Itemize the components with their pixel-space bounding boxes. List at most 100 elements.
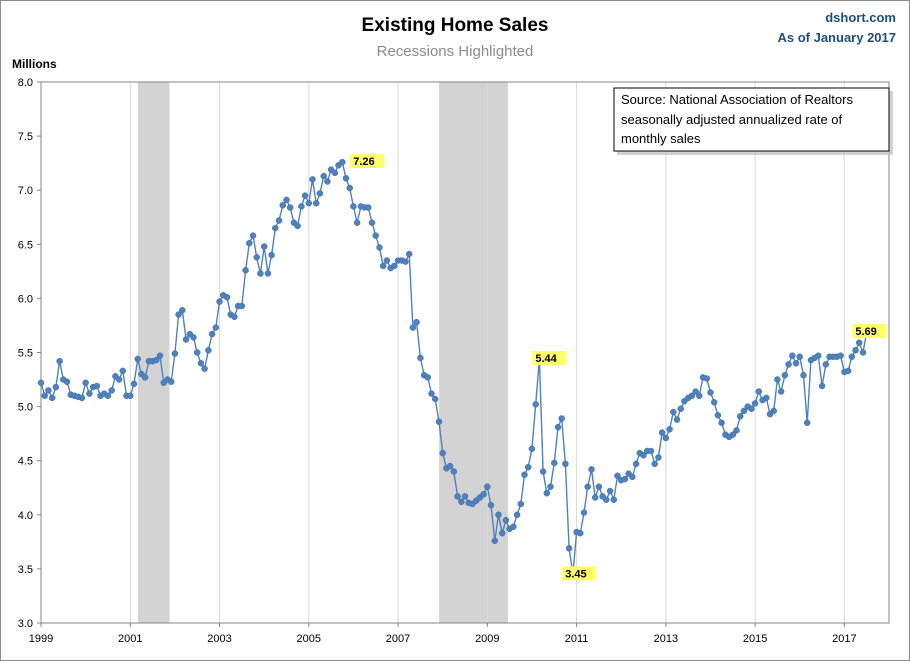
data-point [41,392,48,400]
data-point [614,472,621,480]
gridlines [129,82,845,623]
series-existing-home-sales [37,158,870,578]
data-point [837,352,844,359]
data-point [446,462,454,470]
data-point [223,294,231,301]
data-point [495,511,502,519]
data-point [153,356,160,364]
data-point [268,251,275,259]
data-point [413,318,420,326]
data-point [729,431,737,438]
data-point [208,330,216,338]
data-point [803,419,811,427]
source-line-3: monthly sales [621,131,701,146]
data-point [547,483,554,490]
data-point [562,460,569,468]
data-point [796,353,803,361]
data-point [484,483,491,490]
y-tick-label: 7.0 [18,185,33,197]
data-point [346,184,353,192]
data-point [115,376,123,383]
data-point [82,379,89,387]
data-point [108,387,115,394]
data-point [528,445,536,453]
data-point [372,232,379,239]
data-point [383,257,391,264]
data-point [848,353,856,361]
data-point [498,529,506,537]
data-point [260,243,268,250]
y-axis-label: Millions [12,57,57,71]
data-point [655,454,662,461]
chart-title: Existing Home Sales [362,15,549,36]
data-point [305,199,313,207]
data-point [201,365,208,372]
data-point [275,217,283,224]
data-point [78,394,86,402]
y-axis: 3.0 3.5 4.0 4.5 5.0 5.5 6.0 6.5 7.0 7.5 8.0 [18,77,41,630]
data-point [45,387,52,394]
data-point [800,371,807,379]
data-point [755,388,763,395]
data-point [37,379,45,387]
data-point [405,250,413,258]
x-tick-label: 2003 [207,633,231,645]
data-point [577,529,584,537]
data-point [551,459,558,467]
data-point [127,392,134,400]
data-point [662,434,670,442]
data-point [588,466,595,473]
data-point [190,334,197,341]
data-point [733,427,740,434]
data-point [718,419,725,427]
data-point [818,382,826,390]
data-point [855,339,863,347]
data-point [677,405,684,413]
data-point [777,388,785,395]
data-point [56,357,63,365]
data-point [595,483,603,490]
data-point [781,371,789,379]
data-point [379,262,387,270]
data-point [580,509,588,516]
data-point [692,388,699,395]
y-tick-label: 8.0 [18,77,33,89]
data-point [130,380,138,388]
data-point [391,262,398,270]
data-point [320,172,327,180]
x-tick-label: 2005 [297,633,321,645]
data-point [179,307,186,314]
data-point [673,416,681,423]
data-point [417,354,424,362]
data-point [736,413,744,420]
data-point [350,203,357,210]
data-point [424,374,432,381]
data-point [666,426,673,433]
data-point [785,361,792,368]
data-point [193,349,201,356]
data-point [740,407,748,415]
data-point [253,254,260,261]
data-point [696,392,703,400]
data-point [48,394,56,402]
data-point [439,449,446,457]
data-point [52,383,60,391]
data-point [822,361,830,368]
data-point [751,400,759,407]
data-point [703,375,711,382]
data-point [409,324,417,331]
source-line-1: Source: National Association of Realtors [621,92,853,107]
data-point [175,311,182,318]
data-point [688,392,696,400]
annotation: 7.26 [350,154,385,169]
data-point [246,239,253,247]
data-point [331,169,339,177]
data-point [539,468,547,475]
x-tick-label: 2007 [386,633,410,645]
data-point [86,390,93,397]
data-point [376,244,383,251]
data-point [171,350,179,357]
source-line-2: seasonally adjusted annualized rate of [621,112,843,127]
data-point [629,473,636,481]
data-point [167,378,175,385]
